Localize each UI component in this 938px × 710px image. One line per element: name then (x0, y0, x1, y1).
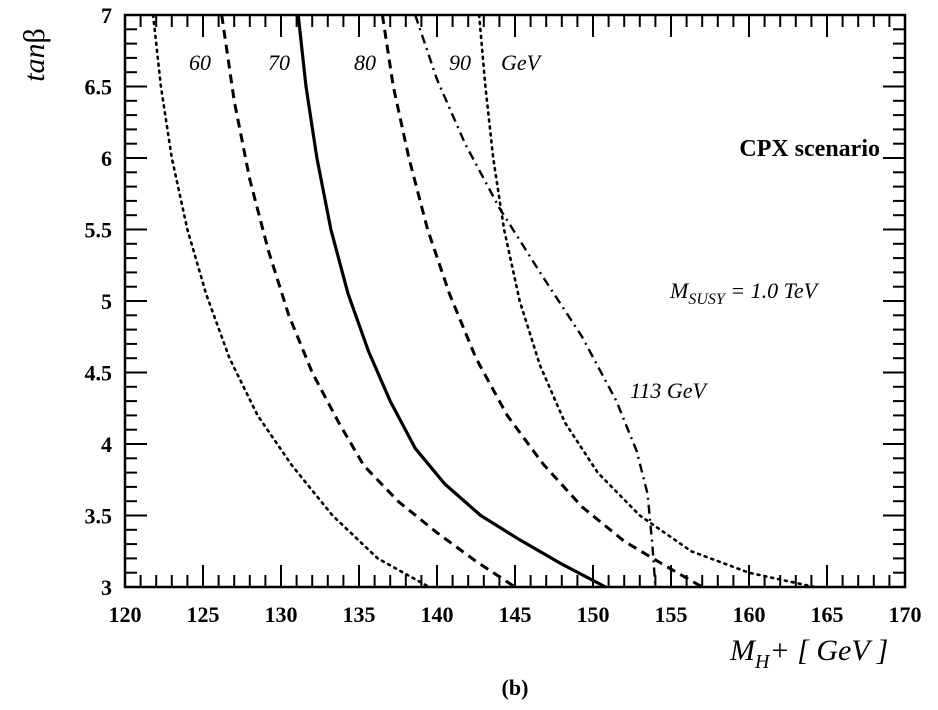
y-tick-label: 6.5 (85, 75, 113, 100)
y-tick-label: 6 (101, 146, 112, 171)
series-line-50 (151, 13, 431, 589)
ticks-layer (124, 14, 906, 588)
x-tick-label: 150 (577, 602, 610, 627)
x-tick-label: 165 (811, 602, 844, 627)
series-line-70 (296, 14, 607, 589)
x-tick-label: 130 (265, 602, 298, 627)
curves-layer (151, 13, 816, 589)
series-line-113-gev (414, 14, 657, 588)
series-line-90 (477, 13, 816, 589)
scenario-label: CPX scenario (739, 136, 880, 162)
limit-label-113: 113 GeV (630, 378, 709, 403)
y-tick-label: 5.5 (85, 218, 113, 243)
x-tick-label: 170 (889, 602, 922, 627)
x-tick-label: 120 (109, 602, 142, 627)
x-tick-label: 145 (499, 602, 532, 627)
x-axis-title: MH+ [ GeV ] (729, 634, 888, 673)
panel-label: (b) (502, 675, 529, 700)
plot-frame (123, 13, 907, 589)
y-tick-label: 5 (101, 289, 112, 314)
x-tick-label: 155 (655, 602, 688, 627)
series-line-60 (220, 14, 516, 589)
series-line-80 (380, 14, 703, 589)
curve-label-80: 80 (354, 50, 376, 75)
y-axis-title: tanβ (18, 28, 51, 82)
tick-labels-layer: 120 125 130 135 140 145 150 155 160 165 170 3 3.5 4 4.… (85, 3, 922, 627)
y-tick-label: 4.5 (85, 361, 113, 386)
x-tick-label: 135 (343, 602, 376, 627)
msusy-label: MSUSY = 1.0 TeV (669, 278, 820, 308)
x-tick-label: 140 (421, 602, 454, 627)
x-tick-label: 125 (187, 602, 220, 627)
curve-label-gev: GeV (501, 50, 543, 75)
curve-label-90: 90 (449, 50, 471, 75)
y-tick-label: 7 (101, 3, 112, 28)
y-tick-label: 3.5 (85, 504, 113, 529)
x-tick-label: 160 (733, 602, 766, 627)
curve-label-60: 60 (189, 50, 211, 75)
y-tick-label: 3 (101, 575, 112, 600)
y-tick-label: 4 (101, 432, 112, 457)
curve-label-70: 70 (268, 50, 290, 75)
